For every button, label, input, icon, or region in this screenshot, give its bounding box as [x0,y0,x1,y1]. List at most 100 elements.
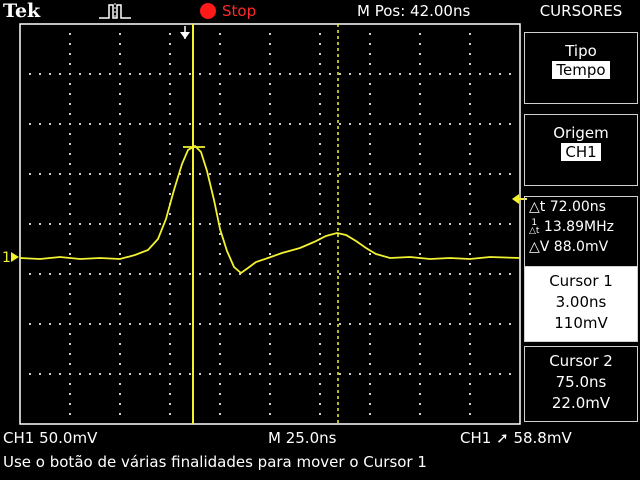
grid-dot [199,273,201,275]
grid-dot [259,173,261,175]
grid-dot [119,243,121,245]
grid-dot [79,273,81,275]
grid-dot [169,373,171,375]
grid-dot [409,273,411,275]
cursor-side-menu: Tipo Tempo Origem CH1 △t 72.00ns 1 △t 13.… [522,22,640,428]
grid-dot [209,323,211,325]
grid-dot [269,183,271,185]
grid-dot [449,173,451,175]
grid-dot [319,353,321,355]
bottom-readout-bar: CH1 50.0mV M 25.0ns CH1 ➚ 58.8mV [0,428,640,448]
grid-dot [279,273,281,275]
grid-dot [479,273,481,275]
grid-dot [419,203,421,205]
grid-dot [189,223,191,225]
grid-dot [329,173,331,175]
grid-dot [299,373,301,375]
grid-dot [309,173,311,175]
grid-dot [39,373,41,375]
grid-dot [189,323,191,325]
type-label: Tipo [565,42,597,60]
grid-dot [249,73,251,75]
grid-dot [229,273,231,275]
grid-dot [419,143,421,145]
grid-dot [139,123,141,125]
ch1-waveform [19,144,521,275]
grid-dot [419,333,421,335]
source-menu-button[interactable]: Origem CH1 [524,114,638,186]
grid-dot [459,223,461,225]
grid-dot [389,273,391,275]
grid-dot [309,73,311,75]
grid-dot [319,263,321,265]
grid-dot [469,93,471,95]
grid-dot [119,163,121,165]
grid-dot [489,323,491,325]
grid-dot [219,293,221,295]
grid-dot [169,393,171,395]
stop-icon [200,3,216,19]
grid-dot [369,233,371,235]
grid-dot [249,223,251,225]
grid-dot [29,173,31,175]
grid-dot [469,73,471,75]
grid-dot [409,323,411,325]
grid-dot [219,313,221,315]
cursor-1-menu-button[interactable]: Cursor 1 3.00ns 110mV [524,266,638,342]
grid-dot [119,303,121,305]
menu-title: CURSORES [539,2,623,20]
grid-dot [369,63,371,65]
grid-dot [119,403,121,405]
grid-dot [219,163,221,165]
grid-dot [239,323,241,325]
grid-dot [199,123,201,125]
grid-dot [99,173,101,175]
grid-dot [159,73,161,75]
type-menu-button[interactable]: Tipo Tempo [524,32,638,104]
grid-dot [259,223,261,225]
grid-dot [139,273,141,275]
grid-dot [269,133,271,135]
grid-dot [179,223,181,225]
grid-dot [169,303,171,305]
grid-dot [319,53,321,55]
grid-dot [369,283,371,285]
grid-dot [119,113,121,115]
grid-dot [319,123,321,125]
grid-dot [319,383,321,385]
grid-dot [169,293,171,295]
grid-dot [419,213,421,215]
grid-dot [49,173,51,175]
grid-dot [269,63,271,65]
grid-dot [269,243,271,245]
grid-dot [29,73,31,75]
grid-dot [369,73,371,75]
grid-dot [269,353,271,355]
grid-dot [169,363,171,365]
cursor-2-menu-button[interactable]: Cursor 2 75.0ns 22.0mV [524,346,638,422]
grid-dot [59,373,61,375]
grid-dot [379,123,381,125]
grid-dot [439,223,441,225]
grid-dot [319,153,321,155]
grid-dot [209,373,211,375]
grid-dot [309,273,311,275]
grid-dot [469,143,471,145]
delta-t-icon: △t [529,199,550,215]
grid-dot [89,173,91,175]
help-message: Use o botão de várias finalidades para m… [3,453,427,471]
grid-dot [39,123,41,125]
trigger-level-value: 58.8mV [513,429,572,447]
grid-dot [269,123,271,125]
grid-dot [369,113,371,115]
grid-dot [469,413,471,415]
grid-dot [399,373,401,375]
grid-dot [469,83,471,85]
grid-dot [259,273,261,275]
grid-dot [219,123,221,125]
grid-dot [319,303,321,305]
source-value: CH1 [561,143,601,161]
grid-dot [139,323,141,325]
grid-dot [269,203,271,205]
grid-dot [429,323,431,325]
